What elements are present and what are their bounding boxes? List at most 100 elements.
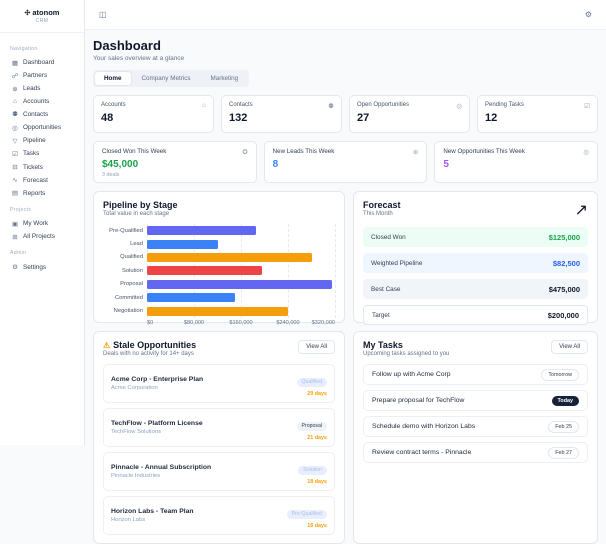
stage-badge: Pre-Qualified — [286, 509, 327, 519]
card-value: $45,000 — [102, 159, 139, 170]
app-logo[interactable]: ✣ atonom CRM — [0, 0, 84, 33]
settings-gear-icon[interactable]: ⚙ — [584, 10, 592, 19]
kpi-label: Accounts — [101, 102, 126, 108]
opportunity-title: TechFlow - Platform License — [111, 420, 203, 427]
nav-section-label: Admin — [10, 250, 27, 257]
task-item[interactable]: Schedule demo with Horizon Labs Feb 25 — [363, 416, 588, 437]
sidebar-item-label: Leads — [23, 85, 41, 93]
sidebar-item-accounts[interactable]: ⌂ Accounts — [8, 96, 76, 108]
chart-category-label: Proposal — [120, 281, 143, 288]
pipeline-bar-chart: Pre-Qualified Lead Qualified Solution Propos… — [103, 224, 336, 328]
sidebar-item-label: Partners — [23, 72, 48, 80]
tab-home[interactable]: Home — [95, 72, 131, 85]
chart-bar-row: Proposal — [120, 278, 335, 291]
sidebar-item-label: Contacts — [23, 110, 49, 118]
card-label: Closed Won This Week — [102, 148, 167, 155]
opportunity-company: Horizon Labs — [111, 517, 146, 523]
tasks-view-all-button[interactable]: View All — [551, 340, 588, 354]
sidebar-item-pipeline[interactable]: ▽ Pipeline — [8, 134, 76, 147]
sidebar-item-partners[interactable]: ☍ Partners — [8, 69, 76, 82]
chart-bar[interactable] — [147, 266, 262, 276]
stale-title: ⚠ Stale Opportunities — [103, 340, 197, 350]
sidebar-item-leads[interactable]: ⊕ Leads — [8, 82, 76, 95]
card-closed-won-week[interactable]: Closed Won This Week ✪ $45,000 3 deals — [93, 141, 257, 183]
kpi-label: Open Opportunities — [357, 102, 410, 108]
kpi-value: 132 — [229, 112, 248, 124]
task-item[interactable]: Follow up with Acme Corp Tomorrow — [363, 364, 588, 385]
sidebar-item-forecast[interactable]: ∿ Forecast — [8, 174, 76, 187]
main-area: ◫ ⚙ Dashboard Your sales overview at a g… — [85, 0, 606, 544]
forecast-row: Closed Won $125,000 — [363, 227, 588, 247]
stage-badge: Qualified — [296, 377, 327, 387]
task-due-badge: Today — [551, 395, 579, 406]
chart-bar[interactable] — [147, 293, 236, 303]
sidebar-item-label: All Projects — [23, 233, 55, 241]
task-item[interactable]: Review contract terms - Pinnacle Feb 27 — [363, 442, 588, 463]
sidebar-nav: Navigation ▦ Dashboard ☍ Partners ⊕ Leads ⌂ Acco… — [0, 33, 84, 280]
week-row: Closed Won This Week ✪ $45,000 3 deals N… — [93, 141, 599, 183]
stale-days: 21 days — [307, 435, 327, 441]
stage-badge: Solution — [298, 465, 327, 475]
opportunity-company: Pinnacle Industries — [111, 473, 160, 479]
sidebar-item-tasks[interactable]: ☑ Tasks — [8, 147, 76, 160]
stale-view-all-button[interactable]: View All — [298, 340, 335, 354]
dashboard-tabs: Home Company Metrics Marketing — [93, 70, 250, 87]
sidebar-item-contacts[interactable]: ⚉ Contacts — [8, 108, 76, 121]
forecast-row: Target $200,000 — [363, 305, 588, 325]
sidebar-item-all-projects[interactable]: ⊞ All Projects — [8, 230, 76, 243]
task-item[interactable]: Prepare proposal for TechFlow Today — [363, 390, 588, 411]
logo-icon: ✣ — [24, 9, 31, 17]
stale-opportunities-panel: ⚠ Stale Opportunities Deals with no activ… — [93, 331, 345, 544]
my-tasks-panel: My Tasks Upcoming tasks assigned to you … — [353, 331, 598, 544]
chart-category-label: Committed — [114, 294, 143, 301]
sidebar-item-opportunities[interactable]: ◎ Opportunities — [8, 121, 76, 134]
sidebar-toggle-icon[interactable]: ◫ — [99, 10, 107, 19]
stale-opportunity-item[interactable]: Acme Corp - Enterprise Plan Acme Corporat… — [103, 364, 335, 403]
chart-bar[interactable] — [147, 226, 256, 236]
tab-marketing[interactable]: Marketing — [210, 75, 239, 82]
card-new-opportunities-week[interactable]: New Opportunities This Week ◎ 5 — [434, 141, 599, 183]
chart-x-tick: $80,000 — [183, 320, 205, 326]
tickets-icon: ⊟ — [12, 164, 18, 172]
kpi-card-contacts[interactable]: Contacts ⚉ 132 — [221, 95, 342, 133]
kpi-card-pending-tasks[interactable]: Pending Tasks ☑ 12 — [477, 95, 598, 133]
sidebar-item-dashboard[interactable]: ▦ Dashboard — [8, 56, 76, 69]
chart-title: Pipeline by Stage — [103, 200, 178, 210]
stale-days: 18 days — [307, 479, 327, 485]
sidebar-item-label: Pipeline — [23, 137, 46, 145]
kpi-value: 27 — [357, 112, 370, 124]
chart-bar[interactable] — [147, 306, 288, 316]
sidebar-item-label: Dashboard — [23, 59, 55, 67]
chart-bar[interactable] — [147, 279, 333, 289]
chart-bar[interactable] — [147, 252, 312, 262]
stale-opportunity-item[interactable]: Pinnacle - Annual Subscription Pinnacle I… — [103, 452, 335, 491]
sidebar: ✣ atonom CRM Navigation ▦ Dashboard ☍ Partne… — [0, 0, 85, 445]
checklist-icon: ☑ — [584, 103, 590, 110]
forecast-row-value: $125,000 — [548, 232, 580, 242]
sidebar-item-reports[interactable]: ▤ Reports — [8, 187, 76, 200]
tasks-title: My Tasks — [363, 340, 403, 350]
stale-days: 29 days — [307, 391, 327, 397]
target-icon: ◎ — [583, 149, 590, 156]
kpi-card-open-opportunities[interactable]: Open Opportunities ◎ 27 — [349, 95, 470, 133]
stale-opportunity-item[interactable]: Horizon Labs - Team Plan Horizon Labs Pre-… — [103, 496, 335, 535]
chart-bar[interactable] — [147, 239, 218, 249]
forecast-row-value: $200,000 — [547, 310, 579, 320]
chart-category-label: Solution — [122, 267, 143, 274]
stale-opportunity-item[interactable]: TechFlow - Platform License TechFlow Solu… — [103, 408, 335, 447]
sidebar-item-tickets[interactable]: ⊟ Tickets — [8, 161, 76, 174]
kpi-card-accounts[interactable]: Accounts ⌂ 48 — [93, 95, 214, 133]
kpi-value: 12 — [485, 112, 498, 124]
chart-bar-row: Committed — [115, 291, 335, 304]
leads-icon: ⊕ — [12, 85, 18, 93]
all-projects-icon: ⊞ — [12, 233, 18, 241]
tab-company-metrics[interactable]: Company Metrics — [141, 75, 191, 82]
bottom-row: ⚠ Stale Opportunities Deals with no activ… — [93, 331, 598, 544]
sidebar-item-settings[interactable]: ⚙ Settings — [8, 260, 76, 273]
stale-days: 16 days — [307, 523, 327, 529]
card-new-leads-week[interactable]: New Leads This Week ⊕ 8 — [263, 141, 428, 183]
stale-subtitle: Deals with no activity for 14+ days — [103, 351, 194, 357]
chart-bar-row: Lead — [130, 237, 335, 250]
sidebar-item-my-work[interactable]: ▣ My Work — [8, 217, 76, 230]
task-due-badge: Feb 27 — [548, 446, 579, 459]
